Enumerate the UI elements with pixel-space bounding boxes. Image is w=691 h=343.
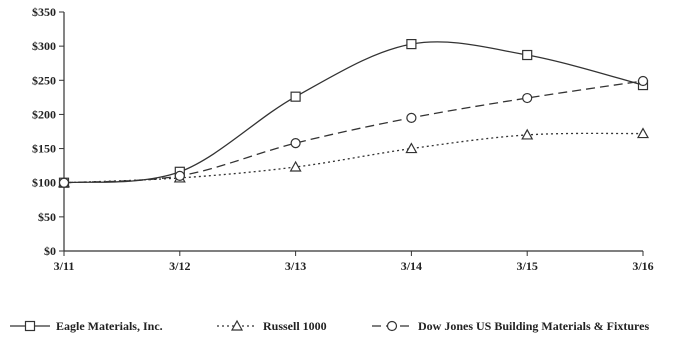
data-point-dow-jones-us-building-materials-fixtures: [406, 112, 417, 123]
y-tick-label: $300: [32, 39, 56, 53]
y-tick-label: $50: [38, 210, 56, 224]
chart-axes: [63, 12, 643, 252]
data-point-dow-jones-us-building-materials-fixtures: [522, 92, 533, 104]
y-tick-label: $100: [32, 176, 56, 190]
y-tick-label: $200: [32, 107, 56, 121]
x-tick-label: 3/15: [517, 259, 538, 273]
data-point-dow-jones-us-building-materials-fixtures: [290, 138, 301, 149]
y-axis-ticks: $0 $50 $100 $150 $200 $250 $300 $350: [32, 5, 64, 258]
legend-marker-dow-jones-us-building-materials-fixtures: [386, 320, 398, 332]
data-point-eagle-materials-inc: [290, 91, 301, 102]
data-point-dow-jones-us-building-materials-fixtures: [58, 177, 70, 188]
x-tick-label: 3/14: [401, 259, 422, 273]
y-tick-label: $350: [32, 5, 56, 19]
legend-label: Dow Jones US Building Materials & Fixtur…: [418, 319, 649, 333]
x-tick-label: 3/13: [285, 259, 306, 273]
data-point-russell-1000: [405, 142, 418, 154]
series-group: [57, 38, 650, 188]
legend-marker-eagle-materials-inc: [24, 320, 36, 332]
data-point-eagle-materials-inc: [522, 49, 533, 61]
data-point-dow-jones-us-building-materials-fixtures: [637, 75, 649, 87]
y-tick-label: $0: [44, 244, 56, 258]
data-point-russell-1000: [636, 127, 650, 139]
x-tick-label: 3/11: [54, 259, 75, 273]
legend-label: Eagle Materials, Inc.: [56, 319, 163, 333]
y-tick-label: $150: [32, 142, 56, 156]
y-tick-label: $250: [32, 73, 56, 87]
series-line-dow-jones-us-building-materials-fixtures: [63, 80, 644, 184]
data-point-eagle-materials-inc: [406, 38, 417, 50]
legend-label: Russell 1000: [263, 319, 327, 333]
data-point-dow-jones-us-building-materials-fixtures: [174, 170, 185, 181]
x-tick-label: 3/12: [169, 259, 190, 273]
data-point-russell-1000: [289, 160, 302, 172]
series-line-russell-1000: [63, 132, 644, 184]
chart-legend: Eagle Materials, Inc. Russell 1000 Dow Jon…: [10, 319, 649, 333]
x-tick-label: 3/16: [632, 259, 653, 273]
legend-marker-russell-1000: [230, 319, 244, 331]
x-axis-ticks: 3/11 3/12 3/13 3/14 3/15 3/16: [54, 251, 654, 273]
data-point-russell-1000: [521, 128, 534, 140]
series-line-eagle-materials-inc: [63, 41, 644, 184]
